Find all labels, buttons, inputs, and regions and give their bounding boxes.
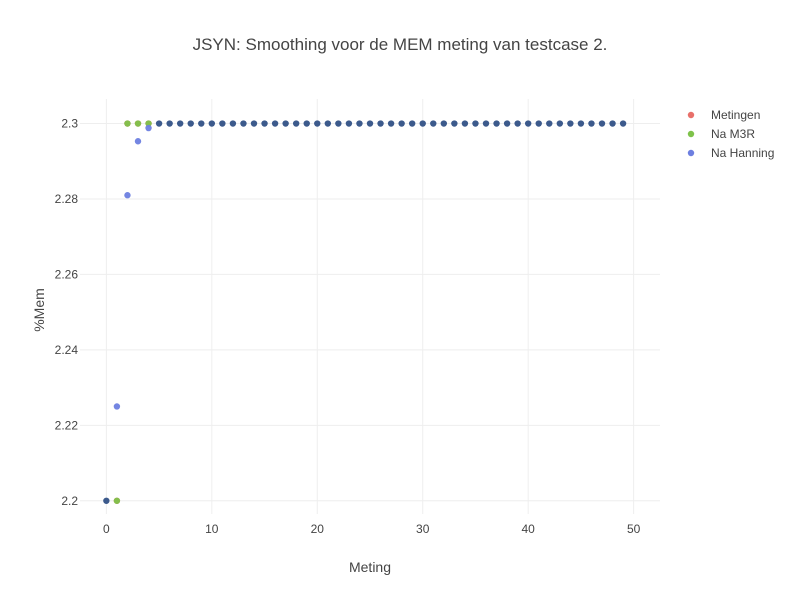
x-tick-label: 40 [522, 522, 536, 536]
data-point-overlap [419, 120, 426, 127]
y-tick-label: 2.26 [55, 267, 79, 281]
data-points [103, 120, 627, 504]
x-tick-label: 30 [416, 522, 430, 536]
data-point-overlap [103, 497, 110, 504]
data-point-overlap [440, 120, 448, 127]
data-point-overlap [387, 120, 395, 127]
data-point-overlap [335, 120, 342, 127]
legend-marker [687, 149, 695, 157]
data-point-overlap [577, 120, 585, 127]
data-point-overlap [408, 120, 416, 127]
data-point-overlap [187, 120, 194, 127]
data-point-overlap [546, 120, 553, 127]
data-point-overlap [292, 120, 300, 127]
y-tick-labels: 2.2 2.22 2.24 2.26 2.28 2.3 [55, 117, 79, 508]
legend-marker [687, 130, 695, 138]
data-point-na-m3r [113, 497, 121, 504]
data-point-na-m3r [134, 120, 142, 127]
x-axis-title: Meting [349, 559, 391, 575]
data-point-overlap [198, 120, 205, 127]
data-point-overlap [514, 120, 521, 127]
data-point-overlap [588, 120, 595, 127]
y-axis-title: %Mem [31, 288, 47, 332]
data-point-overlap [261, 120, 268, 127]
data-point-overlap [155, 120, 163, 127]
data-point-na-hanning [145, 124, 152, 132]
y-tick-label: 2.3 [61, 117, 78, 131]
data-point-overlap [176, 120, 184, 127]
data-point-overlap [461, 120, 469, 127]
data-point-overlap [282, 120, 289, 127]
data-point-overlap [271, 120, 279, 127]
data-point-overlap [314, 120, 321, 127]
data-point-overlap [472, 120, 479, 127]
data-point-overlap [524, 120, 532, 127]
data-point-overlap [219, 120, 226, 127]
data-point-overlap [482, 120, 490, 127]
legend-label: Na M3R [711, 127, 755, 141]
data-point-overlap [535, 120, 542, 127]
data-point-overlap [303, 120, 310, 127]
data-point-overlap [567, 120, 574, 127]
data-point-overlap [503, 120, 511, 127]
y-tick-label: 2.24 [55, 343, 79, 357]
x-tick-label: 50 [627, 522, 641, 536]
x-tick-label: 10 [205, 522, 219, 536]
data-point-overlap [166, 120, 173, 127]
data-point-overlap [430, 120, 437, 127]
data-point-overlap [208, 120, 216, 127]
data-point-overlap [451, 120, 458, 127]
y-tick-label: 2.2 [61, 494, 78, 508]
y-tick-label: 2.22 [55, 418, 79, 432]
data-point-overlap [345, 120, 353, 127]
data-point-na-hanning [124, 192, 131, 199]
legend-label: Na Hanning [711, 146, 774, 160]
grid-lines [80, 99, 660, 514]
data-point-overlap [493, 120, 500, 127]
data-point-overlap [250, 120, 258, 127]
data-point-overlap [609, 120, 616, 127]
data-point-overlap [556, 120, 564, 127]
legend-marker [687, 111, 695, 119]
data-point-overlap [366, 120, 374, 127]
x-tick-label: 20 [311, 522, 325, 536]
data-point-overlap [229, 120, 237, 127]
chart-title: JSYN: Smoothing voor de MEM meting van t… [193, 35, 608, 54]
data-point-na-m3r [124, 120, 131, 127]
data-point-overlap [398, 120, 405, 127]
y-tick-label: 2.28 [55, 192, 79, 206]
legend: Metingen Na M3R Na Hanning [687, 108, 774, 160]
x-tick-label: 0 [103, 522, 110, 536]
data-point-overlap [619, 120, 627, 127]
data-point-na-hanning [134, 138, 142, 145]
x-tick-labels: 0 10 20 30 40 50 [103, 522, 641, 536]
data-point-overlap [324, 120, 332, 127]
data-point-overlap [356, 120, 363, 127]
data-point-overlap [240, 120, 247, 127]
data-point-na-hanning [113, 403, 121, 410]
legend-label: Metingen [711, 108, 760, 122]
data-point-overlap [377, 120, 384, 127]
data-point-na-m3r [145, 120, 152, 127]
data-point-overlap [598, 120, 606, 127]
